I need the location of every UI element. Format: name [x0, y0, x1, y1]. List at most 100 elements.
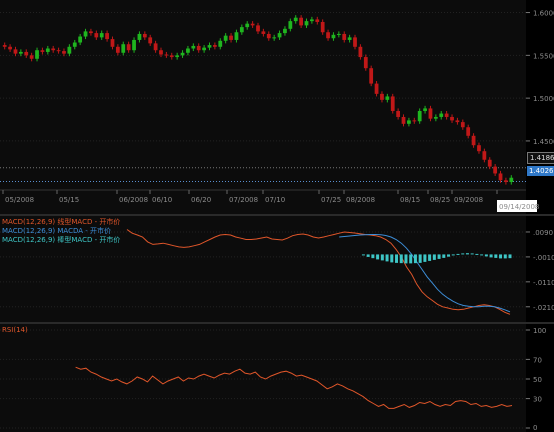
last-price-label-current: 1.4026 — [527, 166, 554, 176]
candle-body — [8, 46, 12, 50]
candle-body — [18, 51, 23, 54]
rsi-tick-label: 100 — [533, 327, 546, 335]
candle-body — [498, 173, 503, 181]
candle-body — [78, 36, 83, 43]
macd-histogram-bar — [376, 254, 380, 260]
candle-body — [94, 33, 99, 38]
candle-body — [132, 39, 136, 51]
date-tick-label: 09/14/2008 — [499, 203, 539, 211]
price-tick-label: 1.6000 — [533, 10, 554, 18]
candle-body — [245, 23, 250, 28]
candle-body — [202, 47, 206, 51]
macd-histogram-bar — [494, 254, 498, 258]
candle-body — [493, 166, 498, 174]
candle-body — [175, 55, 180, 58]
candle-body — [35, 50, 39, 59]
candle-body — [110, 39, 115, 47]
macd-histogram-bar — [499, 254, 503, 259]
candle-body — [299, 17, 304, 26]
candle-body — [256, 25, 260, 32]
candle-body — [218, 40, 223, 47]
candle-body — [153, 43, 158, 51]
macd-histogram-bar — [503, 254, 507, 259]
macd-histogram-bar — [371, 254, 375, 259]
macd-tick-label: -.0010 — [533, 254, 554, 262]
legend-rsi: RSI(14) — [2, 326, 28, 334]
candle-body — [407, 120, 411, 124]
date-tick-label: 06/20 — [191, 196, 211, 204]
candle-body — [466, 127, 471, 136]
macd-histogram-bar — [508, 254, 512, 259]
legend-macd-histogram: MACD(12,26,9) 棒型MACD - 开市价 — [2, 236, 121, 244]
candle-body — [164, 54, 169, 56]
candle-body — [460, 122, 465, 128]
candle-body — [99, 33, 104, 38]
candle-body — [380, 93, 384, 100]
date-tick-label: 05/2008 — [5, 196, 34, 204]
candle-body — [45, 48, 50, 52]
rsi-tick-label: 70 — [533, 356, 542, 364]
candle-body — [159, 50, 163, 55]
date-tick-label: 06/2008 — [119, 196, 148, 204]
macd-tick-label: -.0110 — [533, 279, 554, 287]
macd-histogram-bar — [432, 254, 436, 260]
candle-body — [239, 27, 244, 33]
candle-body — [363, 57, 368, 69]
candle-body — [29, 55, 34, 59]
candle-body — [148, 37, 153, 44]
date-tick-label: 07/2008 — [229, 196, 258, 204]
macd-tick-label: -.0210 — [533, 304, 554, 312]
macd-axis — [526, 216, 554, 322]
current-date-box — [497, 200, 537, 212]
macd-histogram-bar — [395, 254, 399, 263]
candle-body — [331, 34, 336, 39]
macd-histogram-bar — [451, 254, 455, 256]
candle-body — [105, 33, 109, 40]
date-tick-label: 08/2008 — [346, 196, 375, 204]
candle-body — [250, 23, 255, 26]
panel-separator — [0, 322, 554, 324]
candle-body — [121, 44, 126, 53]
candle-body — [288, 21, 293, 29]
candle-body — [396, 110, 401, 117]
candle-body — [304, 21, 309, 26]
macd-histogram-bar — [361, 254, 365, 256]
candle-body — [142, 33, 147, 38]
rsi-tick-label: 0 — [533, 424, 537, 432]
rsi-line — [75, 366, 513, 409]
candle-body — [229, 35, 233, 40]
macd-histogram-bar — [423, 254, 427, 262]
date-tick-label: 05/15 — [59, 196, 79, 204]
candle-body — [191, 45, 196, 49]
macd-histogram-bar — [399, 254, 403, 264]
macd-histogram-bar — [418, 254, 422, 263]
candle-body — [369, 68, 374, 84]
candle-body — [207, 45, 212, 48]
candle-body — [450, 116, 454, 121]
candle-body — [326, 32, 330, 39]
candle-body — [477, 145, 481, 152]
macd-histogram-bar — [442, 254, 446, 258]
date-tick-label: 08/15 — [400, 196, 420, 204]
candle-body — [482, 151, 487, 160]
macd-histogram-bar — [475, 253, 479, 255]
macd-line — [126, 229, 511, 315]
date-tick-label: 06/10 — [152, 196, 172, 204]
macd-histogram-bar — [390, 254, 394, 263]
candle-body — [509, 177, 514, 183]
candle-body — [390, 96, 395, 111]
macd-histogram-bar — [409, 254, 413, 264]
macd-histogram-bar — [465, 253, 469, 255]
macd-tick-label: .0090 — [533, 229, 553, 237]
candle-body — [347, 37, 352, 40]
candle-body — [223, 35, 228, 41]
last-price-label-high: 1.4186 — [527, 152, 554, 164]
macd-histogram-bar — [380, 254, 384, 261]
candle-body — [137, 33, 142, 40]
candle-body — [358, 46, 363, 58]
candle-body — [277, 33, 282, 38]
date-tick-label: 09/2008 — [454, 196, 483, 204]
candle-body — [40, 50, 45, 52]
candle-body — [320, 21, 325, 33]
legend-macd-signal: MACD(12,26,9) MACDA - 开市价 — [2, 227, 112, 235]
